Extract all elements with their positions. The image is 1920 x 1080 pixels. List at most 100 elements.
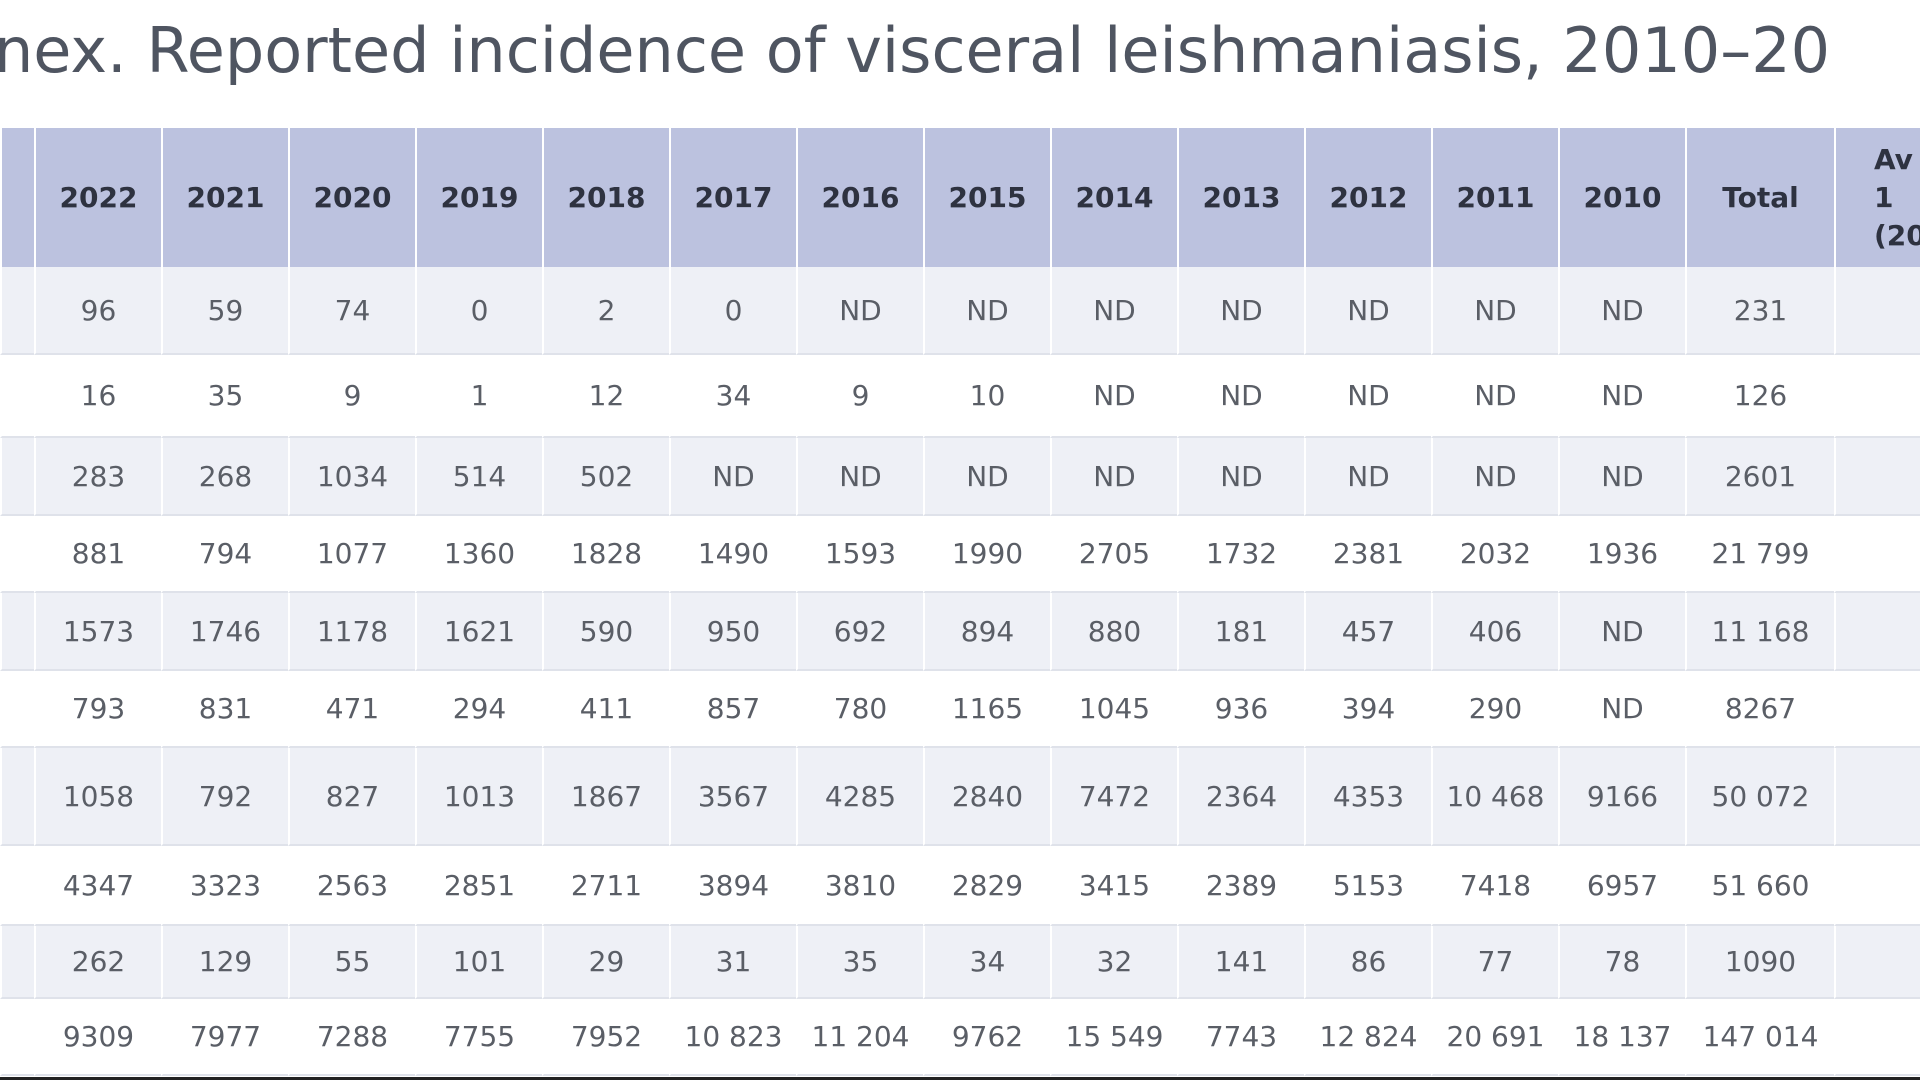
data-cell: 692 (796, 593, 923, 671)
data-cell: 514 (415, 438, 542, 516)
data-cell: 2563 (288, 846, 415, 926)
data-cell: 2032 (1431, 516, 1558, 593)
data-cell: 50 072 (1685, 748, 1834, 846)
data-cell: 7418 (1431, 846, 1558, 926)
data-cell: 262 (34, 926, 161, 999)
data-cell: 96 (34, 267, 161, 355)
data-cell: 4347 (34, 846, 161, 926)
header-cell: 2013 (1177, 128, 1304, 267)
header-cell: 2018 (542, 128, 669, 267)
data-cell: 9 (288, 355, 415, 438)
data-cell: ND (1558, 438, 1685, 516)
data-cell: 1867 (542, 748, 669, 846)
data-cell: 1573 (34, 593, 161, 671)
data-cell: 0 (415, 267, 542, 355)
data-cell: 34 (669, 355, 796, 438)
data-cell: 831 (161, 671, 288, 748)
data-cell: 3323 (161, 846, 288, 926)
data-cell: 2381 (1304, 516, 1431, 593)
empty-cell (0, 846, 34, 926)
data-cell: 1178 (288, 593, 415, 671)
header-cell: 2021 (161, 128, 288, 267)
data-cell: 794 (161, 516, 288, 593)
data-cell: 2364 (1177, 748, 1304, 846)
data-cell: 231 (1685, 267, 1834, 355)
data-cell: ND (923, 438, 1050, 516)
data-cell: 1746 (161, 593, 288, 671)
empty-cell (1834, 593, 1920, 671)
data-cell: 21 799 (1685, 516, 1834, 593)
data-cell: 12 (542, 355, 669, 438)
data-cell: 7952 (542, 999, 669, 1076)
data-cell: 8267 (1685, 671, 1834, 748)
data-cell: ND (923, 267, 1050, 355)
header-cell: 2017 (669, 128, 796, 267)
data-cell: 59 (161, 267, 288, 355)
data-cell: 1828 (542, 516, 669, 593)
data-cell: 32 (1050, 926, 1177, 999)
data-cell: 6957 (1558, 846, 1685, 926)
data-cell: 0 (669, 267, 796, 355)
data-cell: 283 (34, 438, 161, 516)
data-cell: 881 (34, 516, 161, 593)
data-cell: 7755 (415, 999, 542, 1076)
data-cell: 2829 (923, 846, 1050, 926)
data-cell: 101 (415, 926, 542, 999)
data-cell: 1593 (796, 516, 923, 593)
data-cell: 1090 (1685, 926, 1834, 999)
data-cell: 950 (669, 593, 796, 671)
data-cell: 34 (923, 926, 1050, 999)
data-cell: 9309 (34, 999, 161, 1076)
header-cell: 2015 (923, 128, 1050, 267)
data-cell: 4353 (1304, 748, 1431, 846)
data-cell: 147 014 (1685, 999, 1834, 1076)
empty-cell (1834, 516, 1920, 593)
data-cell: 78 (1558, 926, 1685, 999)
data-cell: 2 (542, 267, 669, 355)
data-cell: ND (1304, 438, 1431, 516)
data-cell: 1045 (1050, 671, 1177, 748)
empty-cell (0, 516, 34, 593)
data-cell: 18 137 (1558, 999, 1685, 1076)
data-cell: ND (1431, 267, 1558, 355)
data-cell: 3810 (796, 846, 923, 926)
header-cell: 2012 (1304, 128, 1431, 267)
data-cell: 129 (161, 926, 288, 999)
data-cell: 7743 (1177, 999, 1304, 1076)
data-cell: 11 204 (796, 999, 923, 1076)
data-cell: 793 (34, 671, 161, 748)
header-cell (0, 128, 34, 267)
bottom-border (0, 1077, 1920, 1080)
data-cell: 5153 (1304, 846, 1431, 926)
data-cell: 7472 (1050, 748, 1177, 846)
data-cell: ND (1304, 355, 1431, 438)
data-cell: 2601 (1685, 438, 1834, 516)
data-cell: 1165 (923, 671, 1050, 748)
data-cell: 936 (1177, 671, 1304, 748)
empty-cell (1834, 748, 1920, 846)
data-cell: 20 691 (1431, 999, 1558, 1076)
data-cell: ND (1558, 355, 1685, 438)
data-cell: 3894 (669, 846, 796, 926)
data-cell: 9 (796, 355, 923, 438)
empty-cell (0, 267, 34, 355)
data-cell: ND (1431, 355, 1558, 438)
data-cell: 3415 (1050, 846, 1177, 926)
data-cell: 51 660 (1685, 846, 1834, 926)
empty-cell (0, 593, 34, 671)
data-cell: 1732 (1177, 516, 1304, 593)
data-cell: ND (669, 438, 796, 516)
empty-cell (1834, 926, 1920, 999)
data-cell: 10 (923, 355, 1050, 438)
data-cell: 394 (1304, 671, 1431, 748)
data-cell: 1034 (288, 438, 415, 516)
data-cell: 74 (288, 267, 415, 355)
data-cell: 2711 (542, 846, 669, 926)
data-cell: 471 (288, 671, 415, 748)
data-cell: 2851 (415, 846, 542, 926)
data-cell: 1058 (34, 748, 161, 846)
data-cell: 1360 (415, 516, 542, 593)
data-cell: ND (1177, 267, 1304, 355)
empty-cell (0, 355, 34, 438)
